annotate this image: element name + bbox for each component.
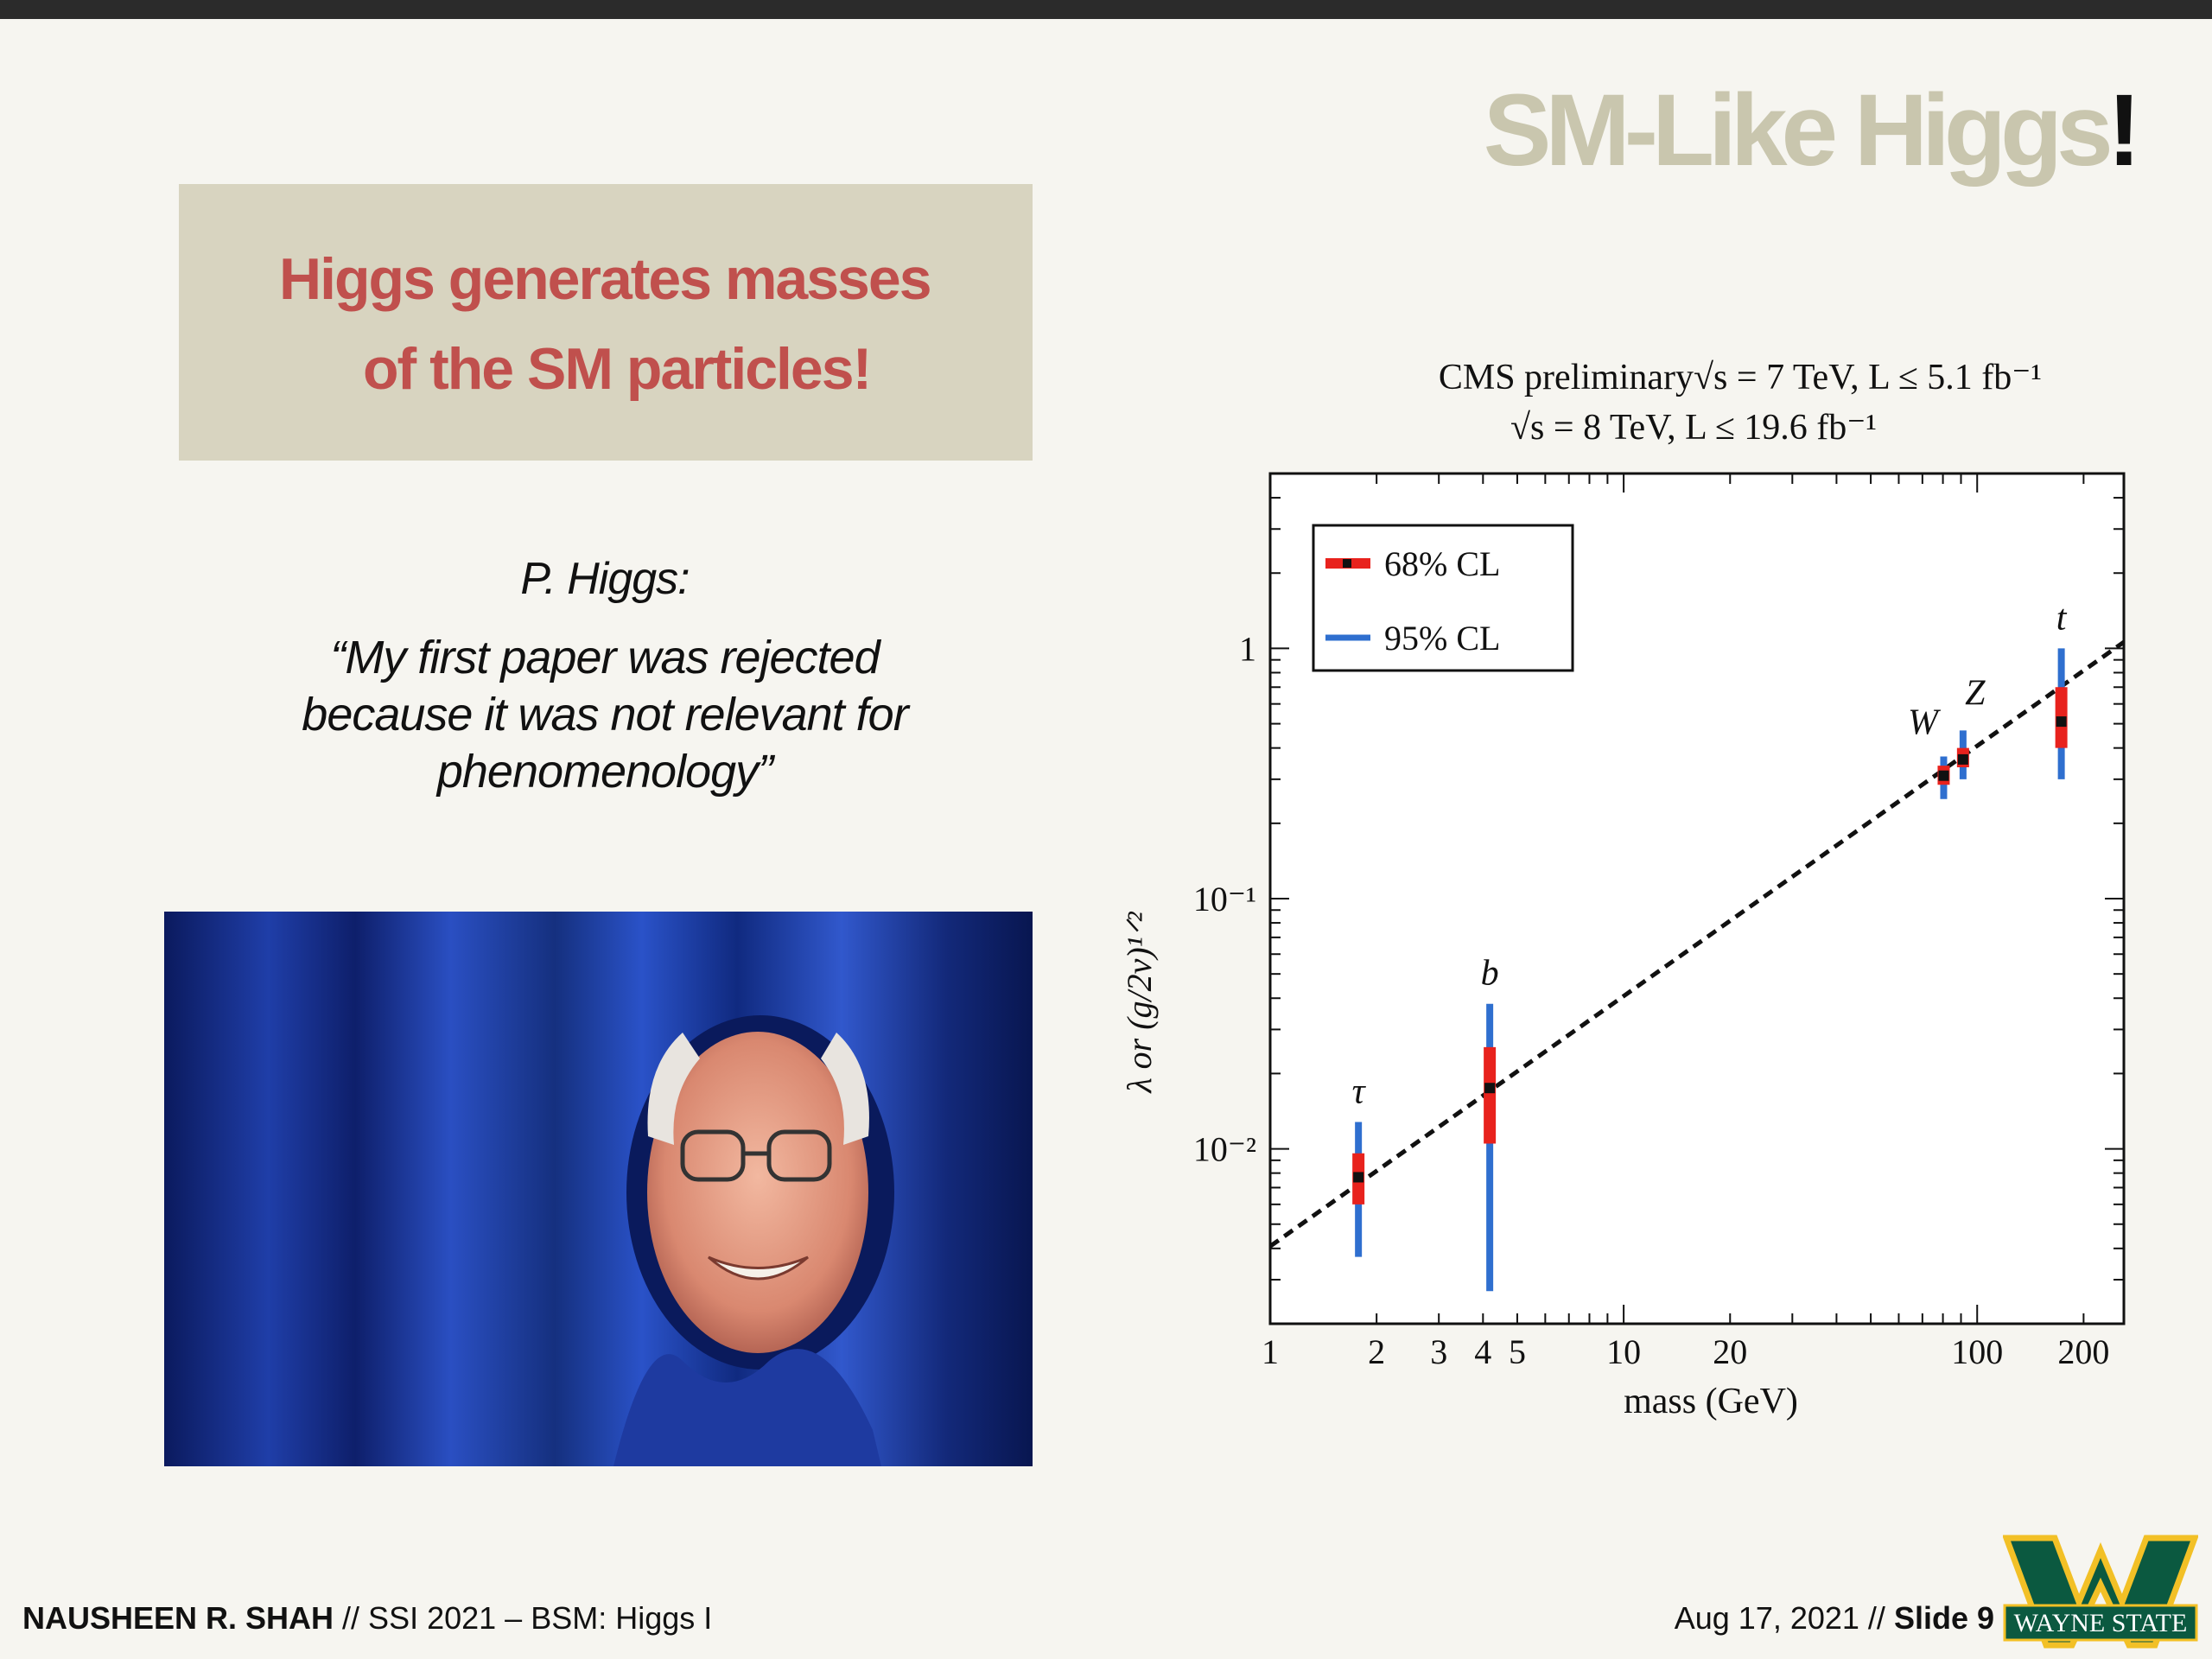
data-point bbox=[1484, 1083, 1496, 1094]
x-tick-label: 4 bbox=[1474, 1332, 1491, 1371]
point-label: t bbox=[2056, 598, 2068, 638]
callout-box: Higgs generates masses of the SM particl… bbox=[179, 184, 1033, 461]
chart-title-line1: √s = 7 TeV, L ≤ 5.1 fb⁻¹ bbox=[1694, 358, 2042, 397]
footer-right: Aug 17, 2021 // Slide 9 bbox=[1675, 1600, 1994, 1637]
footer-author: NAUSHEEN R. SHAH bbox=[22, 1600, 334, 1636]
x-tick-label: 100 bbox=[1951, 1332, 2003, 1371]
legend-swatch-point bbox=[1343, 559, 1351, 568]
footer-left: NAUSHEEN R. SHAH // SSI 2021 – BSM: Higg… bbox=[22, 1600, 712, 1637]
plot-area: 1 2 3 4 5 10 20 100 200 1 10⁻¹ 10⁻² τ b WZt 68% CL 95% C… bbox=[1193, 472, 2126, 1371]
x-tick-label: 2 bbox=[1368, 1332, 1385, 1371]
quote-author: P. Higgs: bbox=[520, 554, 690, 604]
y-tick-label: 10⁻² bbox=[1193, 1130, 1256, 1169]
x-tick-label: 10 bbox=[1606, 1332, 1641, 1371]
point-label: τ bbox=[1352, 1072, 1367, 1112]
legend-label: 68% CL bbox=[1384, 544, 1500, 583]
point-label: b bbox=[1481, 954, 1499, 994]
footer-event: // SSI 2021 – BSM: Higgs I bbox=[334, 1600, 713, 1636]
chart-title-line2: √s = 8 TeV, L ≤ 19.6 fb⁻¹ bbox=[1510, 408, 1877, 448]
x-tick-label: 1 bbox=[1262, 1332, 1279, 1371]
window-top-bar bbox=[0, 0, 2212, 19]
x-tick-label: 3 bbox=[1430, 1332, 1447, 1371]
data-point bbox=[1353, 1172, 1364, 1183]
data-point bbox=[2056, 716, 2067, 728]
chart-title-prefix: CMS preliminary bbox=[1439, 358, 1694, 397]
chart-title: CMS preliminary √s = 7 TeV, L ≤ 5.1 fb⁻¹… bbox=[1439, 358, 2042, 448]
higgs-photo bbox=[164, 912, 1033, 1466]
x-tick-label: 20 bbox=[1713, 1332, 1747, 1371]
legend-box bbox=[1312, 524, 1574, 672]
logo-text: WAYNE STATE bbox=[2014, 1609, 2188, 1637]
slide-title-bang: ! bbox=[2107, 73, 2141, 188]
point-label: Z bbox=[1965, 673, 1986, 713]
slide-title-text: SM-Like Higgs bbox=[1483, 73, 2113, 188]
point-label: W bbox=[1908, 702, 1942, 742]
wayne-state-logo: WAYNE STATE bbox=[2003, 1535, 2198, 1649]
y-axis-label: λ or (g/2v)¹ᐟ² bbox=[1120, 911, 1159, 1093]
sm-prediction-line bbox=[1268, 640, 2126, 1249]
callout-line-2: of the SM particles! bbox=[363, 336, 872, 402]
callout-line-1: Higgs generates masses bbox=[279, 246, 932, 312]
y-tick-label: 1 bbox=[1239, 629, 1256, 668]
legend-label: 95% CL bbox=[1384, 619, 1500, 658]
chart: CMS preliminary √s = 7 TeV, L ≤ 5.1 fb⁻¹… bbox=[1120, 358, 2126, 1421]
x-axis-label: mass (GeV) bbox=[1624, 1382, 1798, 1421]
quote-text: “My first paper was rejected because it … bbox=[302, 632, 908, 798]
data-point bbox=[1938, 770, 1949, 781]
data-point bbox=[1957, 753, 1968, 765]
x-tick-label: 5 bbox=[1509, 1332, 1526, 1371]
y-tick-label: 10⁻¹ bbox=[1193, 880, 1256, 918]
slide-title: SM-Like Higgs! bbox=[1484, 79, 2141, 181]
footer-slide-number: Slide 9 bbox=[1893, 1600, 1994, 1636]
x-tick-label: 200 bbox=[2057, 1332, 2109, 1371]
footer-date: Aug 17, 2021 // bbox=[1674, 1600, 1894, 1636]
